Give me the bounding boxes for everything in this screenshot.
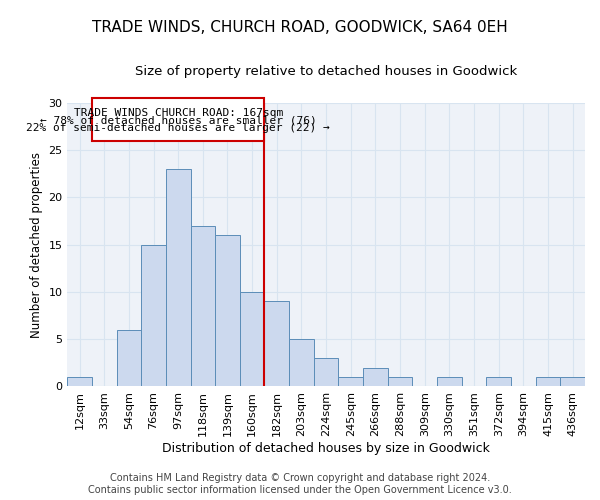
Text: TRADE WINDS, CHURCH ROAD, GOODWICK, SA64 0EH: TRADE WINDS, CHURCH ROAD, GOODWICK, SA64… bbox=[92, 20, 508, 35]
Bar bbox=[215, 235, 240, 386]
Text: ← 78% of detached houses are smaller (76): ← 78% of detached houses are smaller (76… bbox=[40, 116, 317, 126]
Bar bbox=[487, 377, 511, 386]
Text: 22% of semi-detached houses are larger (22) →: 22% of semi-detached houses are larger (… bbox=[26, 123, 330, 133]
Bar bbox=[560, 377, 585, 386]
FancyBboxPatch shape bbox=[92, 98, 265, 140]
Bar bbox=[116, 330, 141, 386]
Bar bbox=[191, 226, 215, 386]
Bar bbox=[166, 169, 191, 386]
Text: TRADE WINDS CHURCH ROAD: 167sqm: TRADE WINDS CHURCH ROAD: 167sqm bbox=[74, 108, 283, 118]
Bar bbox=[141, 244, 166, 386]
Bar bbox=[338, 377, 363, 386]
Bar bbox=[240, 292, 265, 386]
Bar bbox=[437, 377, 462, 386]
Bar bbox=[388, 377, 412, 386]
Bar bbox=[363, 368, 388, 386]
Bar bbox=[265, 302, 289, 386]
X-axis label: Distribution of detached houses by size in Goodwick: Distribution of detached houses by size … bbox=[162, 442, 490, 455]
Y-axis label: Number of detached properties: Number of detached properties bbox=[29, 152, 43, 338]
Bar bbox=[67, 377, 92, 386]
Bar bbox=[536, 377, 560, 386]
Bar bbox=[289, 339, 314, 386]
Title: Size of property relative to detached houses in Goodwick: Size of property relative to detached ho… bbox=[135, 65, 517, 78]
Text: Contains HM Land Registry data © Crown copyright and database right 2024.
Contai: Contains HM Land Registry data © Crown c… bbox=[88, 474, 512, 495]
Bar bbox=[314, 358, 338, 386]
